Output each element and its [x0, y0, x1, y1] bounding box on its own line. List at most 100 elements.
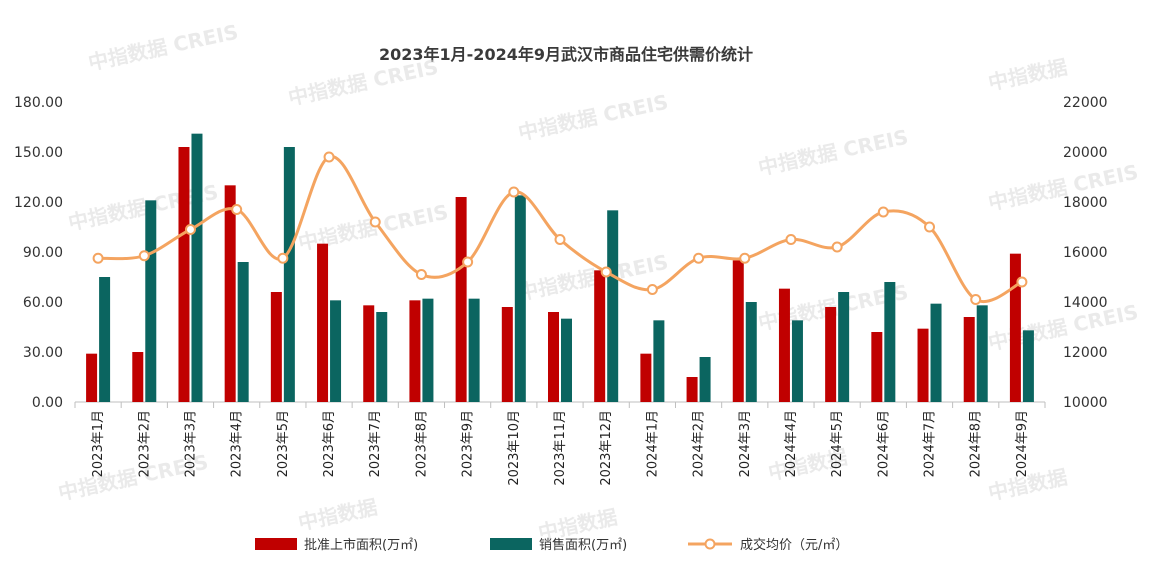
- legend-swatch-sales: [490, 538, 532, 550]
- right-axis-tick-label: 14000: [1063, 295, 1108, 311]
- x-axis-category-label: 2024年3月: [738, 410, 753, 477]
- bar-sales-area: [838, 292, 850, 402]
- price-point: [600, 266, 612, 278]
- watermark-text: 中指数据 CREIS: [516, 250, 670, 305]
- bar-sales-area: [791, 320, 803, 402]
- x-axis-category-label: 2023年12月: [599, 410, 614, 486]
- legend: 批准上市面积(万㎡) 销售面积(万㎡) 成交均价（元/㎡）: [255, 537, 848, 553]
- bar-sales-area: [191, 133, 203, 402]
- x-axis-category-label: 2024年5月: [830, 410, 845, 477]
- bar-sales-area: [376, 312, 388, 402]
- watermark-text: 中指数据 CREIS: [86, 20, 240, 75]
- price-point: [554, 234, 566, 245]
- legend-label-price: 成交均价（元/㎡）: [740, 537, 848, 553]
- bar-sales-area: [976, 305, 988, 402]
- bar-sales-area: [607, 210, 619, 402]
- bar-approved-area: [825, 307, 837, 402]
- left-axis-tick-label: 180.00: [14, 95, 63, 111]
- bar-sales-area: [1022, 330, 1034, 402]
- watermark-text: 中指数据 CREIS: [286, 55, 440, 110]
- chart-title: 2023年1月-2024年9月武汉市商品住宅供需价统计: [379, 45, 753, 64]
- bar-approved-area: [640, 353, 652, 402]
- bar-approved-area: [732, 260, 744, 402]
- bar-sales-area: [653, 320, 665, 402]
- x-axis-category-label: 2024年8月: [969, 410, 984, 477]
- legend-label-approved: 批准上市面积(万㎡): [304, 537, 418, 553]
- bar-sales-area: [884, 282, 896, 402]
- bar-approved-area: [317, 243, 329, 402]
- right-axis-tick-label: 20000: [1063, 145, 1108, 161]
- price-point: [92, 252, 104, 264]
- price-point: [693, 252, 705, 264]
- bar-approved-area: [686, 377, 698, 402]
- bar-approved-area: [548, 312, 559, 402]
- price-point: [924, 221, 936, 233]
- bar-sales-area: [930, 303, 942, 402]
- bar-approved-area: [224, 185, 236, 402]
- left-axis-tick-label: 150.00: [14, 145, 63, 161]
- bar-approved-area: [871, 332, 883, 402]
- legend-swatch-price-marker: [704, 538, 716, 550]
- right-axis-tick-label: 22000: [1063, 95, 1108, 111]
- x-axis-category-label: 2024年1月: [645, 410, 660, 477]
- price-point: [184, 224, 196, 235]
- price-point: [785, 234, 797, 245]
- x-axis-category-label: 2023年9月: [461, 410, 476, 477]
- bar-sales-area: [422, 298, 434, 402]
- bar-approved-area: [363, 305, 375, 402]
- left-axis-tick-label: 60.00: [23, 295, 63, 311]
- price-point: [323, 151, 335, 163]
- left-axis-tick-label: 0.00: [32, 395, 63, 411]
- bar-sales-area: [99, 277, 111, 402]
- x-axis-category-label: 2023年10月: [507, 410, 522, 486]
- bar-approved-area: [132, 352, 144, 402]
- left-axis: 0.00 30.00 60.00 90.00 120.00 150.00 180.00: [14, 95, 63, 411]
- price-point: [508, 186, 520, 198]
- price-point: [415, 269, 427, 280]
- price-point: [462, 256, 474, 268]
- bar-approved-area: [501, 307, 513, 402]
- bar-sales-area: [699, 357, 711, 402]
- bar-approved-area: [594, 270, 606, 402]
- bar-approved-area: [455, 197, 467, 402]
- price-point: [369, 216, 381, 228]
- right-axis: 10000 12000 14000 16000 18000 20000 22000: [1063, 95, 1108, 411]
- right-axis-tick-label: 10000: [1063, 395, 1108, 411]
- x-axis-category-label: 2024年2月: [692, 410, 707, 477]
- right-axis-tick-label: 16000: [1063, 245, 1108, 261]
- bars-layer: [86, 133, 1034, 402]
- legend-swatch-approved: [255, 538, 297, 550]
- price-point: [1016, 276, 1028, 288]
- legend-label-sales: 销售面积(万㎡): [539, 537, 627, 553]
- bar-sales-area: [145, 200, 157, 402]
- bar-sales-area: [237, 262, 249, 402]
- bar-approved-area: [86, 353, 98, 402]
- x-axis-category-label: 2023年4月: [230, 410, 245, 477]
- right-axis-tick-label: 12000: [1063, 345, 1108, 361]
- bar-approved-area: [963, 317, 975, 402]
- x-axis-category-label: 2023年6月: [322, 410, 337, 477]
- bar-sales-area: [745, 302, 757, 402]
- price-line-layer: [92, 151, 1028, 305]
- bar-approved-area: [778, 288, 790, 402]
- bar-sales-area: [514, 195, 526, 402]
- x-axis: 2023年1月 2023年2月 2023年3月 2023年4月 2023年5月 2023年…: [74, 401, 1046, 486]
- x-axis-category-label: 2024年6月: [876, 410, 891, 477]
- price-point: [231, 204, 243, 215]
- bar-sales-area: [283, 147, 295, 402]
- bar-sales-area: [561, 318, 572, 402]
- x-axis-category-label: 2023年2月: [137, 410, 152, 477]
- left-axis-tick-label: 90.00: [23, 245, 63, 261]
- x-axis-category-label: 2024年7月: [923, 410, 938, 477]
- right-axis-tick-label: 18000: [1063, 195, 1108, 211]
- watermark-text: 中指数据: [986, 55, 1069, 95]
- price-line: [98, 155, 1023, 303]
- x-axis-category-label: 2023年3月: [183, 410, 198, 477]
- price-point: [970, 294, 982, 305]
- watermark-text: 中指数据 CREIS: [756, 125, 910, 180]
- price-point: [877, 206, 889, 218]
- bar-approved-area: [1009, 253, 1021, 402]
- bar-approved-area: [409, 300, 421, 402]
